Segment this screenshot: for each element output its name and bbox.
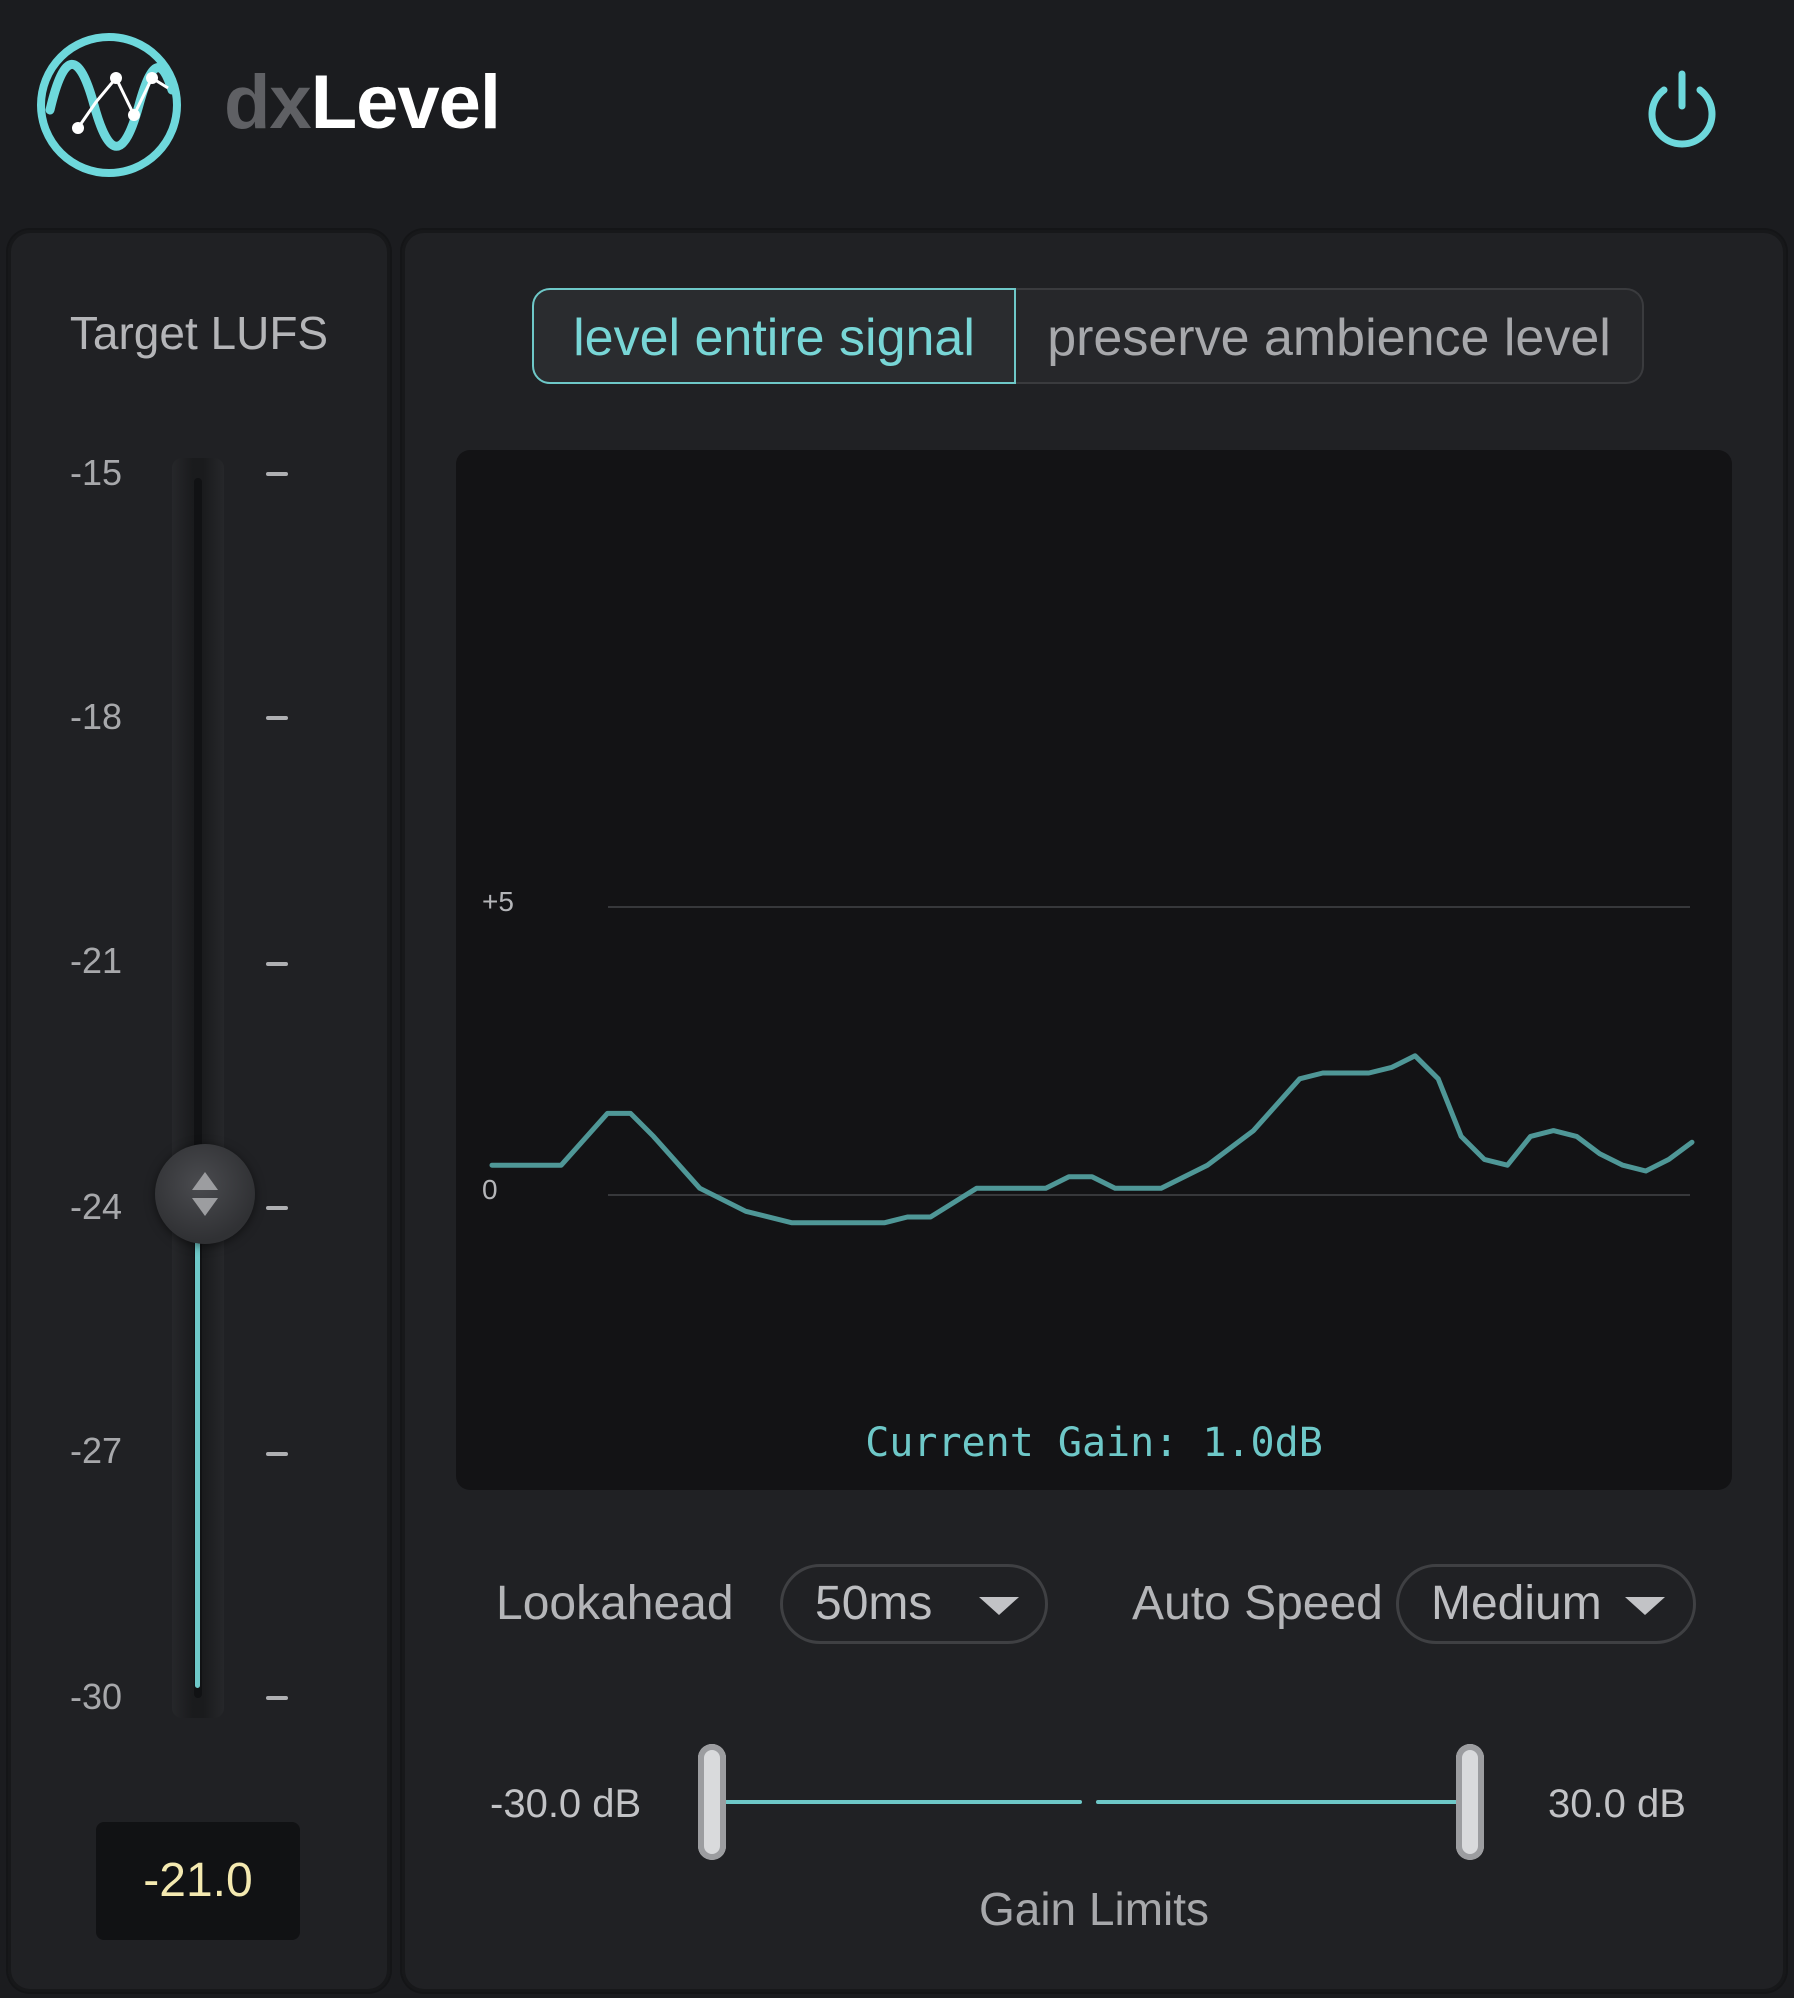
auto-speed-value: Medium [1431, 1577, 1602, 1630]
power-icon[interactable] [1642, 68, 1722, 148]
scale-tick [266, 1696, 288, 1700]
gain-limit-range-right [1096, 1800, 1468, 1804]
header: dxLevel [0, 0, 1794, 222]
scale-tick [266, 962, 288, 966]
scale-label: -21 [70, 940, 123, 981]
gain-curve [489, 1053, 1695, 1226]
y-label: +5 [482, 886, 514, 917]
brand-name: Level [310, 60, 501, 145]
chevron-down-icon [1625, 1597, 1665, 1615]
scale-tick [266, 1452, 288, 1456]
y-label: 0 [482, 1174, 498, 1205]
main-panel: level entire signal preserve ambience le… [402, 230, 1786, 1992]
scale-label: -24 [70, 1186, 123, 1227]
gain-limit-min-handle[interactable] [698, 1744, 726, 1860]
sine-wave-logo-icon [34, 30, 184, 180]
chevron-down-icon [979, 1597, 1019, 1615]
target-slider-fill [195, 1218, 200, 1688]
current-gain-readout: Current Gain: 1.0dB [865, 1420, 1323, 1466]
gain-limit-max-handle[interactable] [1456, 1744, 1484, 1860]
target-slider-groove [194, 478, 202, 1698]
arrow-up-icon [192, 1172, 218, 1190]
gain-line [489, 1053, 1695, 1226]
scale-tick [266, 472, 288, 476]
lookahead-label: Lookahead [496, 1577, 734, 1630]
gain-graph: +5 0 Current Gain: 1.0dB [456, 450, 1732, 1490]
gain-limits-label: Gain Limits [978, 1883, 1210, 1935]
mode-level-entire-signal[interactable]: level entire signal [532, 288, 1016, 384]
gain-limit-range-left [712, 1800, 1082, 1804]
target-value-field[interactable]: -21.0 [96, 1822, 300, 1940]
scale-label: -15 [70, 452, 123, 493]
gain-limit-max-value: 30.0 dB [1548, 1782, 1686, 1826]
lookahead-dropdown[interactable]: 50ms [780, 1564, 1048, 1644]
target-slider-knob[interactable] [155, 1144, 255, 1244]
scale-tick [266, 716, 288, 720]
mode-preserve-ambience[interactable]: preserve ambience level [1016, 288, 1644, 384]
auto-speed-dropdown[interactable]: Medium [1396, 1564, 1696, 1644]
target-lufs-panel: Target LUFS -15 -18 -21 -24 -27 -30 -21.… [8, 230, 390, 1992]
brand-prefix: dx [224, 60, 312, 145]
auto-speed-label: Auto Speed [1132, 1577, 1383, 1630]
app-title: dxLevel [224, 58, 501, 148]
grid-line [608, 906, 1690, 908]
grid-line [608, 1194, 1690, 1196]
scale-label: -18 [70, 696, 123, 737]
target-lufs-label: Target LUFS [69, 307, 329, 359]
lookahead-value: 50ms [815, 1577, 933, 1630]
scale-tick [266, 1206, 288, 1210]
scale-label: -30 [70, 1676, 123, 1717]
scale-label: -27 [70, 1430, 123, 1471]
gain-limit-min-value: -30.0 dB [490, 1782, 642, 1826]
arrow-down-icon [192, 1198, 218, 1216]
